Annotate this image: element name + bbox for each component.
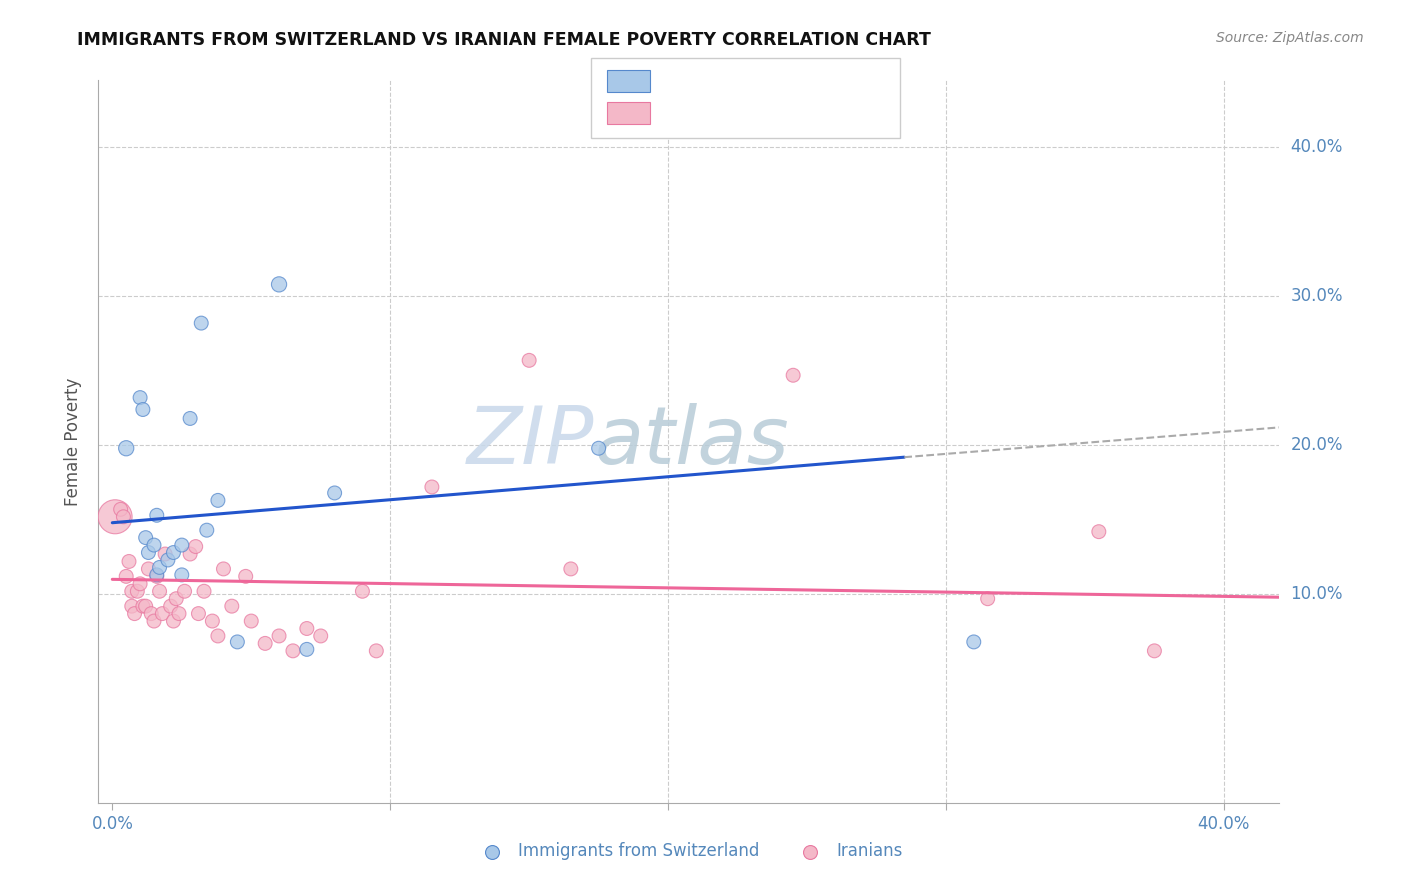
Point (267, 629, 290, 643)
Point (162, 614, 184, 628)
Point (165, 591, 187, 606)
Point (112, 509, 135, 524)
Text: 40.0%: 40.0% (1291, 138, 1343, 156)
Text: R =: R = (664, 104, 700, 122)
Y-axis label: Female Poverty: Female Poverty (65, 377, 83, 506)
Point (235, 569, 257, 583)
Point (129, 391, 152, 405)
Point (121, 599, 143, 614)
Point (138, 562, 160, 576)
Text: 10.0%: 10.0% (1291, 585, 1343, 603)
Point (159, 599, 181, 614)
Point (295, 622, 318, 636)
Point (588, 442, 610, 456)
Point (143, 614, 166, 628)
Text: 23: 23 (815, 72, 837, 90)
Point (135, 531, 157, 545)
Point (162, 545, 184, 559)
Text: 0.154: 0.154 (703, 72, 755, 90)
Point (121, 584, 143, 599)
Point (420, 480, 443, 494)
Point (132, 402, 155, 417)
Point (184, 540, 207, 554)
Text: ZIP: ZIP (467, 402, 595, 481)
Point (976, 591, 998, 606)
Text: atlas: atlas (595, 402, 789, 481)
Point (254, 636, 277, 650)
Point (115, 442, 138, 456)
Point (127, 584, 149, 599)
Point (963, 635, 986, 649)
Point (207, 629, 229, 643)
Point (129, 576, 152, 591)
Point (170, 567, 193, 582)
Point (560, 562, 582, 576)
Point (138, 545, 160, 559)
Point (173, 584, 195, 599)
Text: 20.0%: 20.0% (1291, 436, 1343, 454)
Point (179, 547, 201, 561)
Point (212, 562, 235, 576)
Point (1088, 524, 1111, 539)
Text: -0.047: -0.047 (703, 104, 756, 122)
Point (135, 599, 157, 614)
Point (1143, 644, 1166, 658)
Point (156, 553, 179, 567)
Point (517, 353, 540, 368)
Point (295, 642, 318, 657)
Point (187, 607, 209, 621)
Point (352, 584, 374, 599)
Point (240, 614, 263, 628)
Point (118, 554, 141, 568)
Point (323, 486, 346, 500)
Point (190, 316, 212, 330)
Text: 48: 48 (815, 104, 837, 122)
Point (195, 523, 218, 537)
Text: R =: R = (664, 72, 700, 90)
Point (104, 509, 127, 524)
Point (115, 569, 138, 583)
Point (148, 560, 170, 574)
Point (179, 411, 201, 425)
Point (207, 493, 229, 508)
Text: N =: N = (779, 104, 815, 122)
Text: IMMIGRANTS FROM SWITZERLAND VS IRANIAN FEMALE POVERTY CORRELATION CHART: IMMIGRANTS FROM SWITZERLAND VS IRANIAN F… (77, 31, 931, 49)
Point (309, 629, 332, 643)
Point (146, 567, 169, 582)
Point (146, 508, 169, 523)
Point (146, 569, 169, 583)
Text: Source: ZipAtlas.com: Source: ZipAtlas.com (1216, 31, 1364, 45)
Point (167, 607, 190, 621)
Point (132, 599, 155, 614)
Point (141, 607, 163, 621)
Point (281, 644, 304, 658)
Point (201, 614, 224, 628)
Point (226, 635, 249, 649)
Point (366, 644, 388, 658)
Text: N =: N = (779, 72, 815, 90)
Point (170, 538, 193, 552)
Point (124, 607, 146, 621)
Point (221, 599, 243, 614)
Point (110, 502, 132, 516)
Text: 30.0%: 30.0% (1291, 287, 1343, 305)
Point (150, 607, 173, 621)
Point (143, 538, 166, 552)
Legend: Immigrants from Switzerland, Iranians: Immigrants from Switzerland, Iranians (468, 836, 910, 867)
Point (782, 368, 804, 383)
Point (153, 547, 176, 561)
Point (267, 277, 290, 292)
Point (193, 584, 215, 599)
Point (148, 584, 170, 599)
